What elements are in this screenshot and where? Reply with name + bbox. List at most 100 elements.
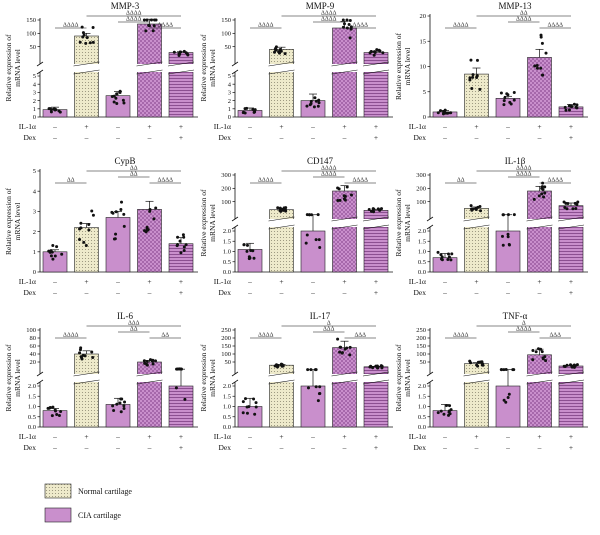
y-axis-label: Relative expression ofmRNA level	[199, 34, 217, 102]
sig-label: ΔΔ	[130, 172, 138, 178]
data-point	[348, 19, 352, 23]
data-point	[309, 99, 313, 103]
data-point	[115, 92, 119, 96]
data-point	[440, 258, 444, 262]
data-point	[318, 385, 322, 389]
data-point	[573, 364, 577, 368]
bar	[363, 52, 389, 118]
y-tick-label: 150	[416, 343, 426, 350]
data-point	[305, 233, 309, 237]
data-point	[508, 100, 512, 104]
data-point	[151, 29, 155, 33]
data-point	[499, 91, 503, 95]
panel-6: IL-1β Relative expression ofmRNA level 0.0…	[394, 156, 588, 297]
sig-label: ΔΔΔΔ	[548, 178, 564, 184]
data-point	[111, 211, 115, 215]
y-tick-label: 4	[33, 81, 37, 88]
y-tick-label: 1	[33, 249, 36, 256]
data-point	[245, 249, 249, 253]
row-label: Dex	[414, 288, 427, 297]
data-point	[506, 235, 510, 239]
data-point	[118, 401, 122, 405]
data-point	[273, 50, 277, 54]
data-point	[111, 404, 115, 408]
condition-mark: +	[374, 432, 378, 441]
panel-title: IL-17	[310, 311, 331, 321]
panel-title: MMP-3	[111, 1, 140, 11]
y-tick-label: 3	[33, 90, 36, 97]
data-point	[542, 195, 546, 199]
row-label: Dex	[24, 288, 37, 297]
sig-label: ΔΔΔΔ	[321, 166, 337, 172]
y-tick-label: 2	[33, 98, 36, 105]
data-point	[84, 41, 88, 45]
y-axis-label: Relative expression ofmRNA level	[4, 187, 22, 255]
y-tick-label: 50	[225, 359, 232, 366]
panel-title: MMP-9	[306, 1, 335, 11]
bar-break-gap	[268, 374, 295, 382]
data-point	[500, 368, 504, 372]
data-point	[503, 96, 507, 100]
bar	[332, 190, 357, 273]
data-point	[512, 90, 516, 94]
bar	[495, 385, 521, 428]
condition-mark: –	[474, 133, 479, 142]
data-point	[442, 412, 446, 416]
data-point	[470, 208, 474, 212]
data-point	[313, 96, 317, 100]
y-axis-label: Relative expression ofmRNA level	[4, 34, 22, 102]
data-point	[341, 25, 345, 29]
condition-mark: +	[84, 122, 88, 131]
data-point	[241, 111, 245, 115]
y-tick-label: 150	[221, 343, 231, 350]
condition-mark: –	[247, 432, 252, 441]
data-point	[306, 368, 310, 372]
data-point	[275, 365, 279, 369]
data-point	[449, 258, 453, 262]
condition-mark: +	[179, 122, 183, 131]
sig-label: Δ	[327, 321, 331, 327]
data-point	[277, 50, 281, 54]
data-point	[338, 350, 342, 354]
bar-break-mark	[557, 371, 585, 385]
sig-label: ΔΔΔΔ	[126, 17, 142, 23]
y-axis-label: Relative expression ofmRNA level	[394, 32, 412, 100]
data-point	[90, 350, 94, 354]
sig-label: ΔΔΔΔ	[63, 23, 79, 29]
panel-title: IL-6	[117, 311, 133, 321]
bar-break-mark	[73, 61, 100, 75]
panel-7: IL-6 Relative expression ofmRNA level 0.0 0…	[4, 311, 198, 452]
bar-break-mark	[557, 216, 585, 230]
row-label: IL-1α	[214, 277, 231, 286]
condition-mark: +	[279, 122, 283, 131]
panel-1: MMP-3 Relative expression ofmRNA level 012…	[4, 1, 198, 142]
bar	[527, 57, 552, 118]
y-tick-label: 100	[221, 31, 231, 38]
data-point	[502, 398, 506, 402]
sig-label: ΔΔΔΔ	[516, 172, 532, 178]
data-point	[314, 99, 318, 103]
data-point	[176, 367, 180, 371]
data-point	[564, 108, 568, 112]
condition-mark: –	[474, 443, 479, 452]
y-tick-label: 0.5	[223, 259, 231, 266]
data-point	[476, 360, 480, 364]
panel-title: TNF-α	[503, 311, 528, 321]
data-point	[348, 353, 352, 357]
bar-break-gap	[168, 64, 194, 72]
y-tick-label: 5	[33, 73, 36, 80]
data-point	[478, 87, 482, 91]
condition-mark: +	[179, 133, 183, 142]
condition-mark: –	[279, 133, 284, 142]
bar-break-gap	[526, 374, 553, 382]
condition-mark: +	[147, 432, 151, 441]
data-point	[576, 200, 580, 204]
data-point	[115, 402, 119, 406]
data-point	[145, 18, 149, 22]
data-point	[90, 209, 94, 213]
data-point	[380, 366, 384, 370]
bar-break-mark	[526, 371, 553, 385]
bar-break-gap	[526, 219, 553, 227]
condition-mark: +	[179, 443, 183, 452]
condition-mark: –	[537, 288, 542, 297]
